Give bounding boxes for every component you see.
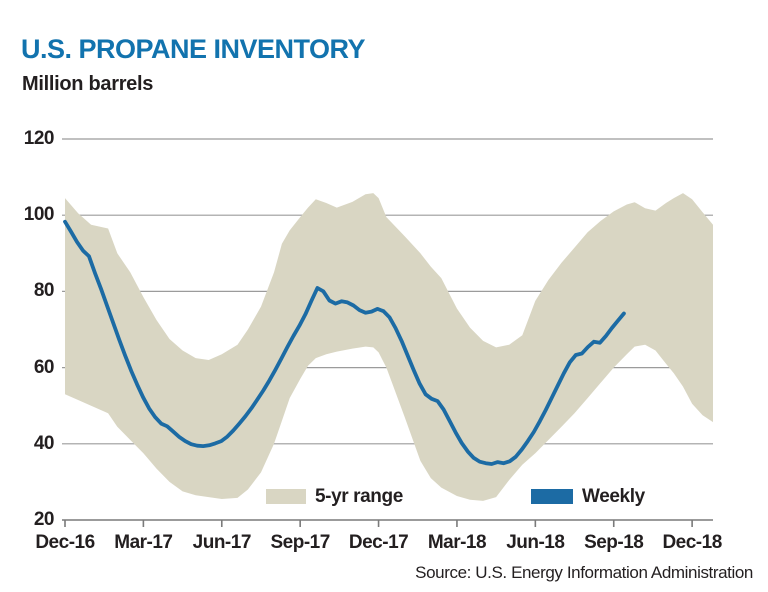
- x-axis-label: Jun-17: [192, 532, 252, 553]
- y-axis-label: 80: [33, 280, 55, 302]
- five-year-range-swatch: [266, 488, 306, 504]
- legend-item-5yr-range: 5-yr range: [266, 486, 403, 506]
- weekly-swatch: [531, 488, 573, 504]
- y-axis-label: 20: [33, 509, 55, 530]
- x-axis-label: Dec-17: [348, 532, 409, 553]
- source-attribution: Source: U.S. Energy Information Administ…: [415, 563, 753, 582]
- y-axis-label: 100: [23, 204, 55, 226]
- x-axis-label: Dec-18: [662, 532, 722, 553]
- five-year-range-band: [65, 193, 713, 501]
- x-axis-label: Sep-18: [584, 532, 644, 553]
- weekly-line: [63, 219, 626, 466]
- legend-label-weekly: Weekly: [582, 485, 645, 507]
- legend-label-5yr-range: 5-yr range: [315, 485, 403, 507]
- x-axis-label: Mar-17: [114, 532, 173, 553]
- y-axis-label: 40: [33, 432, 55, 454]
- chart-subtitle: Million barrels: [22, 73, 154, 95]
- y-axis-label: 120: [23, 128, 55, 149]
- x-axis-label: Sep-17: [270, 532, 331, 553]
- x-axis-label: Dec-16: [35, 532, 95, 553]
- x-axis-label: Mar-18: [427, 532, 487, 553]
- x-axis-label: Jun-18: [506, 532, 565, 553]
- legend-item-weekly: Weekly: [531, 486, 645, 506]
- y-axis-label: 60: [33, 356, 55, 378]
- page-title: U.S. PROPANE INVENTORY: [21, 34, 366, 64]
